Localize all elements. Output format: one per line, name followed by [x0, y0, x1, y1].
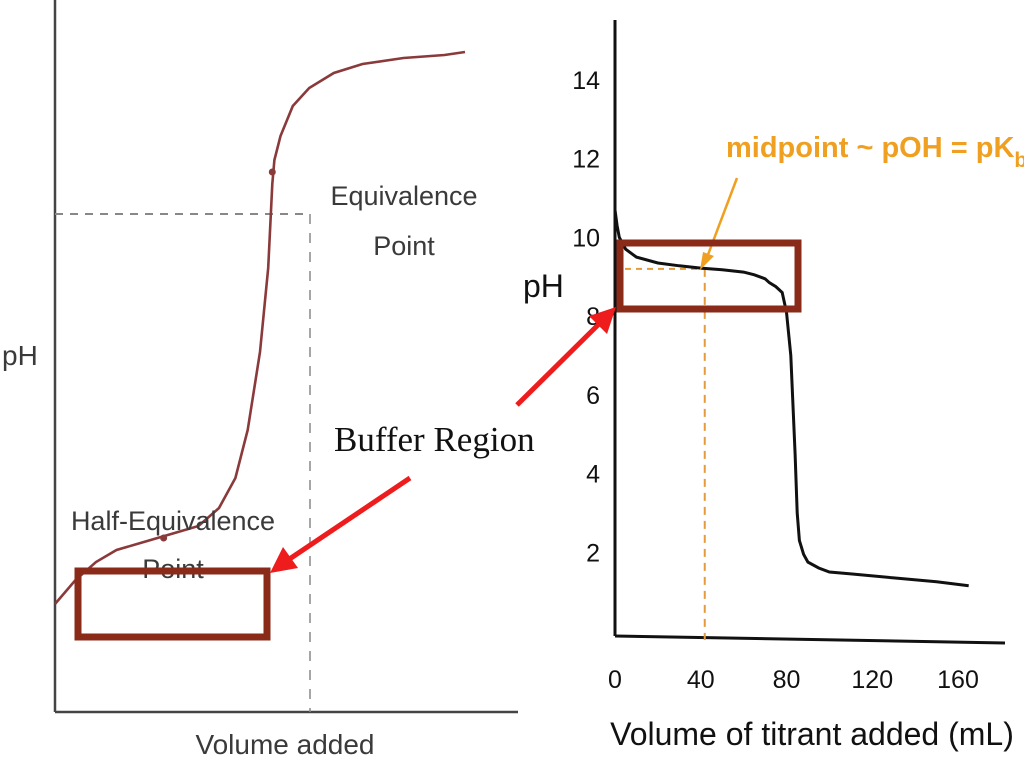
- y-tick-label: 14: [572, 67, 600, 95]
- arrow-to-right-box-shaft: [515, 318, 605, 407]
- y-tick-label: 12: [572, 146, 600, 174]
- x-tick-label: 40: [687, 666, 715, 694]
- y-tick-label: 6: [586, 382, 600, 410]
- midpoint-annotation-subscript: b: [1014, 149, 1024, 172]
- right-titration-curve: [613, 209, 969, 588]
- left-titration-curve: [54, 50, 466, 605]
- arrow-to-right-box-head: [589, 307, 616, 334]
- buffer-region-annotation: Buffer Region: [270, 307, 616, 573]
- right-y-tick-labels: 2468101214: [572, 67, 600, 567]
- x-tick-label: 0: [608, 666, 622, 694]
- right-x-axis-label: Volume of titrant added (mL): [610, 716, 1014, 752]
- equivalence-label-line1: Equivalence: [330, 181, 477, 211]
- midpoint-annotation-main: midpoint ~ pOH = pK: [726, 132, 1014, 164]
- x-tick-label: 160: [937, 666, 979, 694]
- left-x-axis-label: Volume added: [195, 729, 374, 760]
- arrow-to-left-box-shaft: [286, 475, 412, 563]
- midpoint-pointer-head: [700, 252, 714, 270]
- equivalence-point-marker: [268, 168, 276, 176]
- left-buffer-region-box: [74, 567, 271, 641]
- buffer-region-label: Buffer Region: [334, 420, 535, 459]
- half-equivalence-point-marker: [160, 534, 168, 542]
- midpoint-pointer-line: [704, 177, 739, 261]
- left-y-axis-label: pH: [2, 340, 38, 371]
- y-tick-label: 10: [572, 224, 600, 252]
- equivalence-label-line2: Point: [373, 231, 435, 261]
- midpoint-annotation: midpoint ~ pOH = pKb: [726, 132, 1024, 172]
- arrow-to-left-box-head: [270, 547, 298, 573]
- half-equivalence-label-line1: Half-Equivalence: [71, 506, 275, 536]
- right-x-axis: [614, 634, 1006, 645]
- x-tick-label: 120: [851, 666, 893, 694]
- right-x-tick-labels: 0 40 80 120 160: [608, 666, 979, 694]
- left-chart: pH Volume added Equivalence Point Half-E…: [2, 0, 518, 760]
- right-y-axis-label: pH: [523, 268, 564, 304]
- y-tick-label: 4: [586, 461, 600, 489]
- y-tick-label: 2: [586, 539, 600, 567]
- right-buffer-region-box: [616, 239, 802, 313]
- x-tick-label: 80: [773, 666, 801, 694]
